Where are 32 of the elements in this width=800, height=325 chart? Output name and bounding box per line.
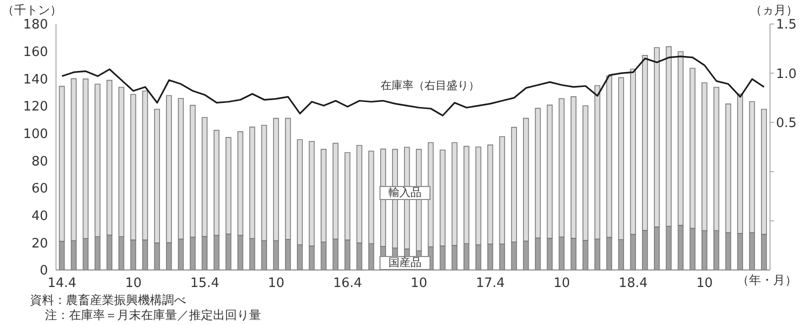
text: 注：在庫率＝月末在庫量／推定出回り量 xyxy=(45,307,261,324)
x-tick-label: 14.4 xyxy=(47,276,76,292)
series-label: 在庫率（右目盛り） xyxy=(380,79,480,92)
series-label: 国産品 xyxy=(380,256,430,270)
y-axis-title: （千トン） xyxy=(2,2,62,18)
y-tick-label: 40 xyxy=(31,208,48,224)
x-tick-label: 10 xyxy=(553,276,570,292)
y2-tick-label: 1.0 xyxy=(776,66,797,82)
y-tick-label: 80 xyxy=(31,154,48,170)
line-series xyxy=(61,56,765,116)
text: 資料：農畜産業振興機構調べ xyxy=(30,292,186,308)
y2-axis-title: （ヵ月） xyxy=(750,2,798,19)
y-tick-label: 60 xyxy=(31,182,48,197)
y-tick-label: 180 xyxy=(23,18,48,33)
y-tick-label: 20 xyxy=(31,236,48,252)
y2-tick-label: 0.5 xyxy=(776,116,797,132)
y-tick-label: 160 xyxy=(23,44,48,60)
x-tick-label: 10 xyxy=(268,276,284,292)
y-tick-label: 120 xyxy=(23,100,48,115)
x-tick-label: 15.4 xyxy=(190,276,220,292)
x-tick-label: 10 xyxy=(696,276,713,292)
x-tick-label: 10 xyxy=(410,276,428,292)
series-label: 輸入品 xyxy=(380,186,430,200)
x-tick-label: 10 xyxy=(125,276,142,292)
y-tick-label: 0 xyxy=(40,264,48,279)
y-tick-label: 100 xyxy=(23,126,48,142)
x-tick-label: 17.4 xyxy=(476,276,505,292)
x-tick-label: 16.4 xyxy=(333,276,362,292)
y-tick-label: 140 xyxy=(23,72,48,88)
x-axis-title: （年・月） xyxy=(737,272,797,289)
x-tick-label: 18.4 xyxy=(618,276,648,292)
y2-tick-label: 1.5 xyxy=(776,18,797,33)
